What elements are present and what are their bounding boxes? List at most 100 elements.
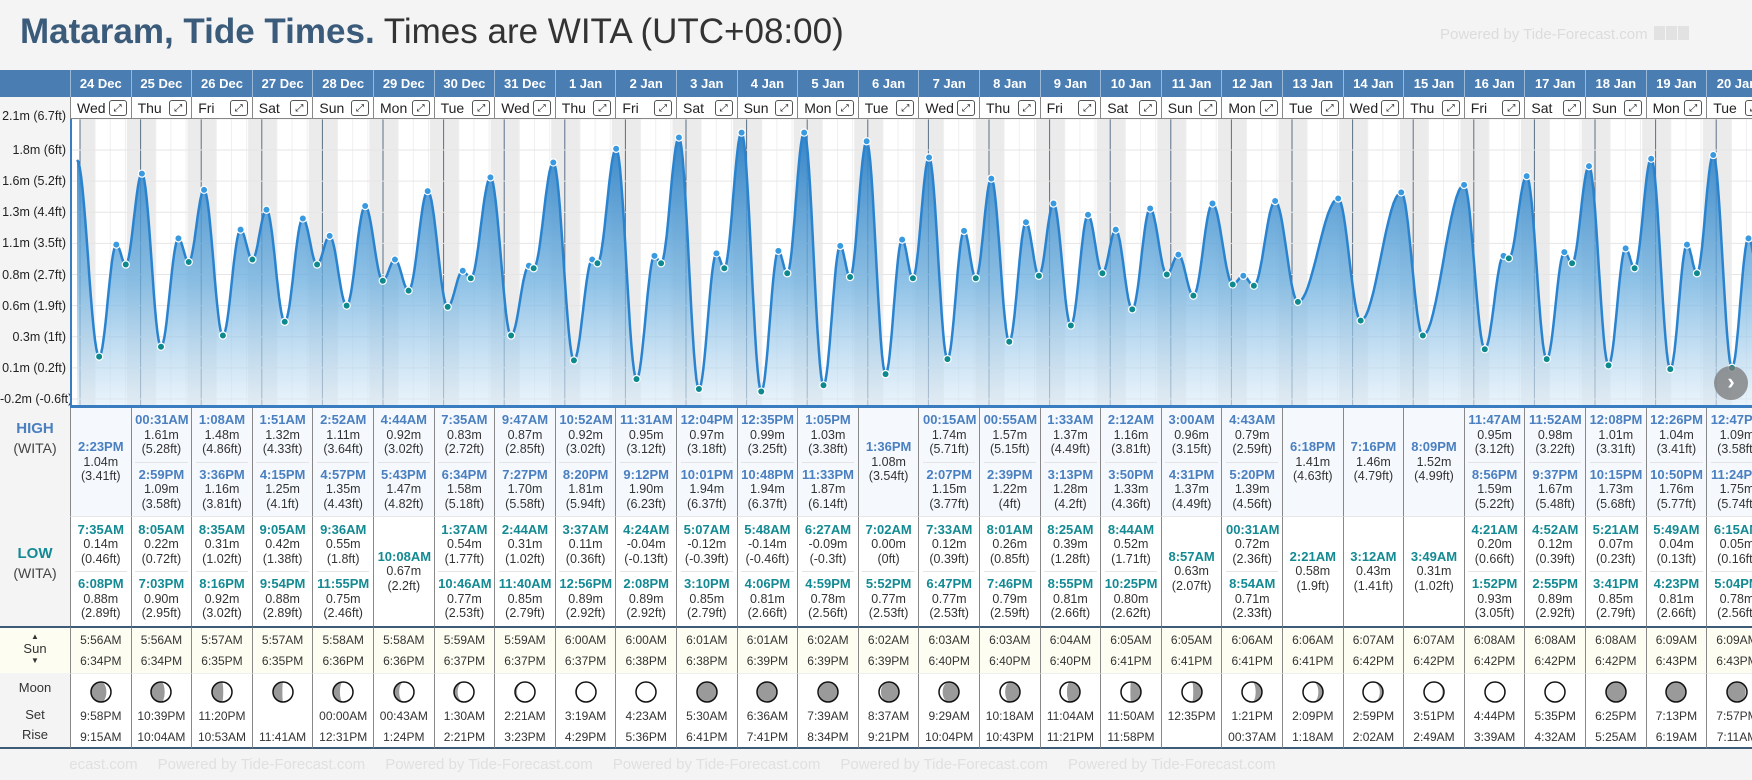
tide-height-m: 1.03m [810, 427, 846, 442]
date-header: 9 Jan [1039, 70, 1101, 97]
high-tide-point [650, 251, 659, 261]
moon-cell: 11:20PM 10:53AM [191, 673, 252, 749]
expand-icon[interactable]: ⤢ [1744, 99, 1752, 116]
expand-icon[interactable]: ⤢ [472, 99, 491, 116]
moon-cell: 4:23AM 5:36PM [615, 673, 676, 749]
tide-height-ft: (3.81ft) [1111, 442, 1151, 456]
high-tide-entry: 11:33PM 1.87m (6.14ft) [801, 461, 855, 515]
sun-cell: 5:56AM 6:34PM [70, 626, 131, 673]
tide-time: 12:08PM [1589, 412, 1643, 427]
tide-height-ft: (0.85ft) [989, 551, 1030, 566]
sunset-time: 6:42PM [1595, 654, 1637, 668]
moon-cell: 9:29AM 10:04PM [918, 673, 979, 749]
tide-time: 2:07PM [926, 466, 972, 482]
day-header: Mon ⤢ [1221, 97, 1282, 119]
high-tide-point [174, 234, 183, 243]
moonset-time: 1:21PM [1231, 709, 1273, 723]
expand-icon[interactable]: ⤢ [896, 99, 915, 116]
footer-powered-by-text: Powered by Tide-Forecast.com [385, 756, 593, 773]
tide-height-ft: (2.46ft) [323, 606, 363, 620]
expand-icon[interactable]: ⤢ [714, 99, 733, 116]
expand-icon[interactable]: ⤢ [1320, 99, 1339, 116]
tide-height-m: 0.81m [1053, 591, 1088, 606]
expand-icon[interactable]: ⤢ [1441, 99, 1460, 116]
tide-time: 9:37PM [1532, 466, 1578, 482]
day-column: 26 Dec Fri ⤢ 1:08AM 1.48m (4.86ft) 3:36PM 1.16m… [191, 70, 252, 749]
moon-phase-icon [635, 681, 657, 703]
high-tide-entry: 3:36PM 1.16m (3.81ft) [195, 461, 249, 515]
sunrise-time: 6:06AM [1231, 633, 1273, 647]
expand-icon[interactable]: ⤢ [290, 99, 309, 116]
scroll-right-button[interactable]: › [1714, 366, 1748, 400]
tide-height-m: 1.52m [1416, 454, 1452, 469]
low-tide-point [466, 274, 475, 283]
tide-height-ft: (6.14ft) [808, 496, 848, 511]
tide-height-ft: (0.16ft) [1717, 551, 1752, 566]
expand-icon[interactable]: ⤢ [532, 99, 551, 116]
moon-lit [1181, 682, 1193, 702]
expand-icon[interactable]: ⤢ [1199, 99, 1218, 116]
moon-phase-icon [453, 681, 476, 703]
tide-height-m: 0.93m [1477, 591, 1512, 606]
expand-icon[interactable]: ⤢ [653, 99, 672, 116]
tide-height-ft: (3.81ft) [202, 496, 242, 511]
tide-height-m: 1.39m [1234, 482, 1270, 496]
moon-outline [1483, 681, 1506, 703]
date-header: 7 Jan [918, 70, 979, 97]
high-tide-point [325, 231, 334, 241]
expand-icon[interactable]: ⤢ [956, 99, 975, 116]
sunset-time: 6:40PM [1049, 654, 1092, 668]
low-tide-cell: 3:37AM 0.11m (0.36ft) 12:56PM 0.89m (2.92ft) [554, 516, 616, 626]
moon-lit [281, 682, 293, 702]
tide-time: 4:21AM [1471, 521, 1518, 537]
sun-cell: 6:02AM 6:39PM [797, 626, 858, 673]
low-tide-point [342, 301, 351, 310]
tide-height-m: 0.42m [265, 537, 300, 551]
expand-icon[interactable]: ⤢ [775, 99, 794, 116]
low-tide-point [593, 259, 602, 268]
expand-icon[interactable]: ⤢ [1502, 99, 1521, 116]
expand-icon[interactable]: ⤢ [1684, 99, 1703, 116]
day-column: 20 JanTue⤢12:47PM1.09m(3.58ft)11:24PM1.7… [1706, 70, 1752, 749]
tide-height-m: 1.76m [1659, 482, 1694, 496]
expand-icon[interactable]: ⤢ [1623, 99, 1642, 116]
moon-lit [1302, 682, 1319, 702]
low-tide-entry: 6:47PM 0.77m (2.53ft) [922, 571, 976, 624]
low-tide-cell: 6:27AM -0.09m (-0.3ft) 4:59PM 0.78m (2.56ft) [797, 516, 858, 626]
expand-icon[interactable]: ⤢ [229, 99, 248, 116]
expand-icon[interactable]: ⤢ [108, 99, 127, 116]
sunrise-time: 5:57AM [201, 633, 243, 647]
tide-height-ft: (4.33ft) [262, 442, 303, 456]
day-header: Wed ⤢ [70, 97, 131, 119]
expand-icon[interactable]: ⤢ [411, 99, 430, 116]
day-column: 31 Dec Wed ⤢ 9:47AM 0.87m (2.85ft) 7:27PM 1.70m… [494, 70, 555, 749]
expand-icon[interactable]: ⤢ [1017, 99, 1036, 116]
expand-icon[interactable]: ⤢ [1562, 99, 1581, 116]
sun-cell: 6:08AM 6:42PM [1463, 626, 1525, 673]
low-tide-point [94, 352, 104, 361]
tide-height-ft: (2.07ft) [1171, 578, 1212, 593]
sunset-time: 6:38PM [686, 654, 728, 668]
expand-icon[interactable]: ⤢ [1138, 99, 1157, 116]
tide-height-ft: (2.53ft) [929, 606, 969, 620]
expand-icon[interactable]: ⤢ [350, 99, 369, 116]
tide-height-m: -0.12m [687, 537, 727, 551]
tide-height-ft: (2.66ft) [1656, 606, 1697, 620]
expand-icon[interactable]: ⤢ [835, 99, 854, 116]
expand-icon[interactable]: ⤢ [593, 99, 612, 116]
moon-phase-icon [1302, 681, 1324, 703]
high-tide-entry: 3:13PM 1.28m (4.2ft) [1044, 461, 1097, 515]
tide-time: 7:27PM [502, 466, 548, 482]
high-tide-entry: 1:36PM 1.08m (3.54ft) [862, 437, 914, 487]
expand-icon[interactable]: ⤢ [169, 99, 188, 116]
expand-icon[interactable]: ⤢ [1078, 99, 1097, 116]
powered-by-link[interactable]: Powered by Tide-Forecast.com [1440, 26, 1690, 44]
tide-time: 12:47PM [1710, 412, 1752, 427]
tide-time: 9:36AM [320, 521, 367, 537]
expand-icon[interactable]: ⤢ [1381, 99, 1400, 116]
tide-time: 11:33PM [801, 466, 854, 482]
tide-height-m: -0.04m [626, 537, 666, 551]
day-header: Sun ⤢ [736, 97, 798, 119]
day-column: 19 Jan Mon ⤢ 12:26PM 1.04m (3.41ft) 10:50PM 1.7… [1645, 70, 1707, 749]
expand-icon[interactable]: ⤢ [1259, 99, 1278, 116]
